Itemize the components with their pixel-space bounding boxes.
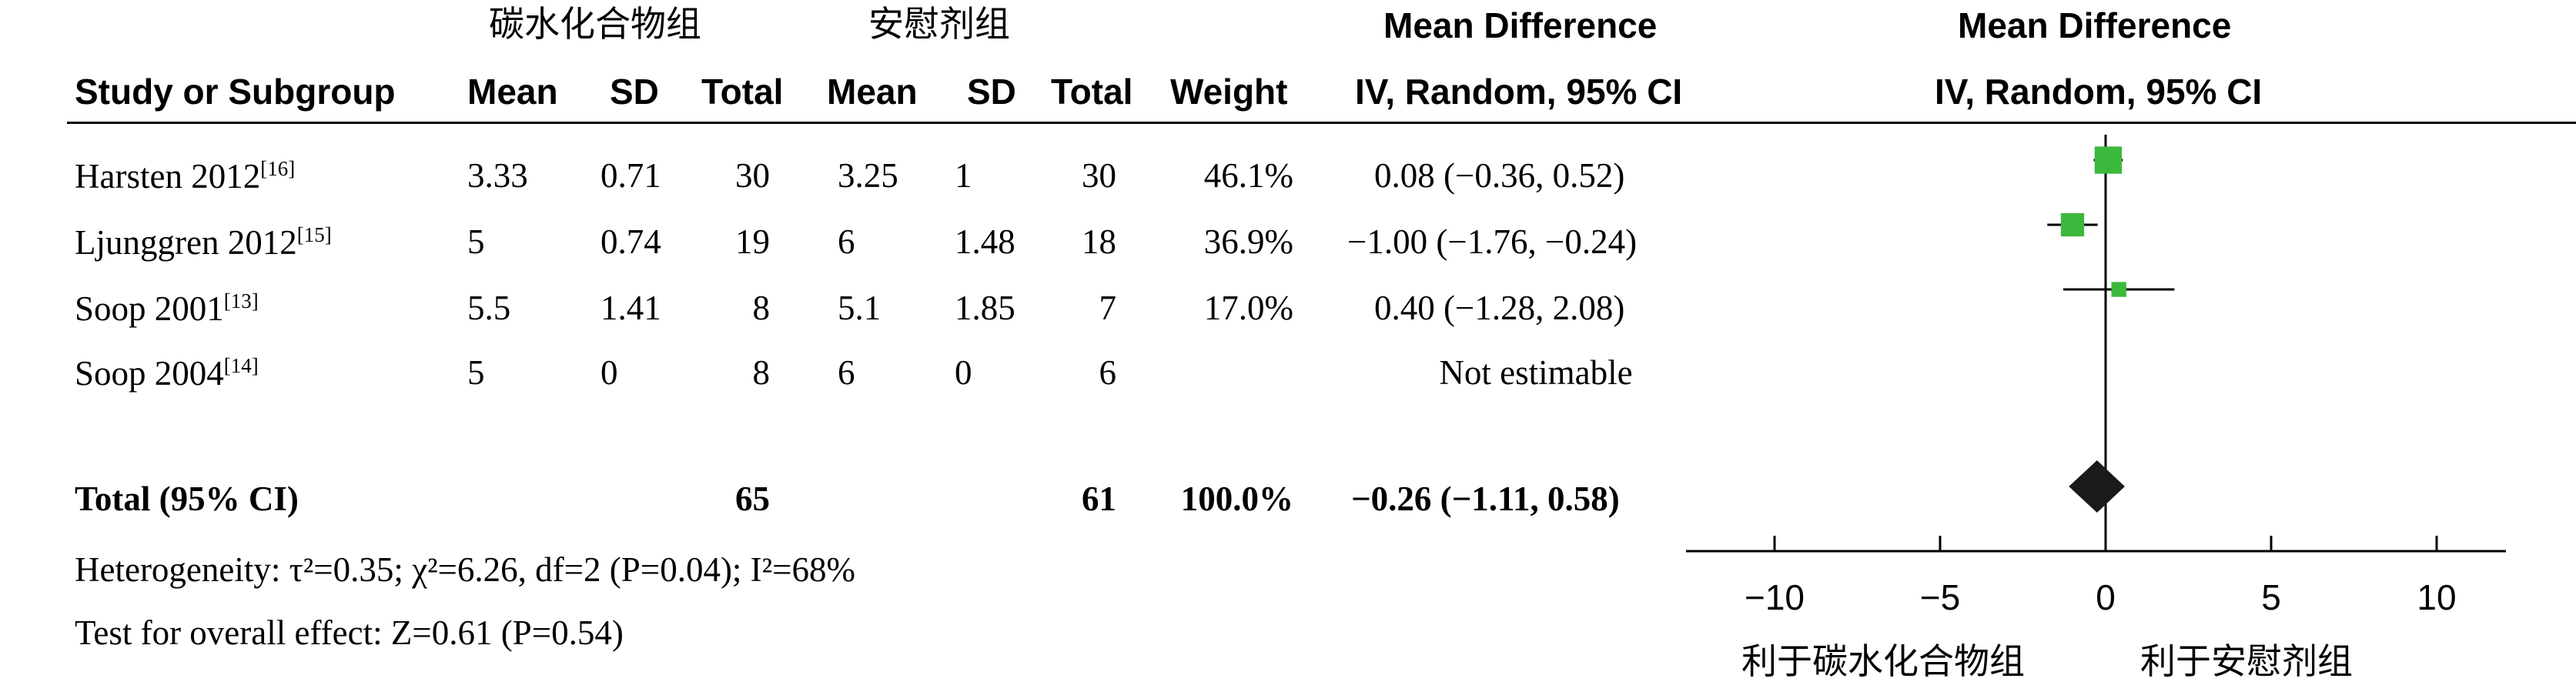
x-tick-label: 0: [2096, 577, 2116, 617]
study-marker: [2094, 146, 2123, 174]
sd2-value: 1.85: [955, 289, 1015, 327]
weight-column-header: Weight: [1170, 72, 1288, 112]
ci-value: 0.08 (−0.36, 0.52): [1374, 156, 1625, 195]
weight-value: 36.9%: [1203, 222, 1293, 261]
mean2-value: 3.25: [838, 156, 898, 195]
sd2-value: 1.48: [955, 222, 1015, 261]
mean1-column-header: Mean: [467, 72, 558, 112]
overall-effect-text: Test for overall effect: Z=0.61 (P=0.54): [75, 613, 624, 652]
total1-sum: 65: [735, 480, 770, 518]
x-tick-label: 10: [2417, 577, 2456, 617]
total-label: Total (95% CI): [75, 480, 299, 518]
study-reference: [14]: [223, 354, 259, 377]
study-reference: [15]: [296, 223, 332, 246]
weight-value: 17.0%: [1203, 289, 1293, 327]
x-tick-label: −5: [1920, 577, 1960, 617]
total1-column-header: Total: [701, 72, 784, 112]
sd2-column-header: SD: [967, 72, 1016, 112]
mean2-column-header: Mean: [827, 72, 918, 112]
total2-sum: 61: [1082, 480, 1116, 518]
total2-column-header: Total: [1051, 72, 1133, 112]
mean2-value: 6: [838, 222, 855, 261]
favor-right-label: 利于安慰剂组: [2140, 640, 2353, 682]
total-ci: −0.26 (−1.11, 0.58): [1351, 480, 1620, 518]
total1-value: 19: [735, 222, 770, 261]
mean1-value: 5: [467, 222, 485, 261]
sd1-value: 0.71: [601, 156, 661, 195]
mean1-value: 5: [467, 353, 485, 392]
sd1-value: 0.74: [601, 222, 661, 261]
mean-difference-header: Mean Difference: [1383, 5, 1658, 45]
plot-mean-difference-header: Mean Difference: [1958, 5, 2232, 45]
mean1-value: 3.33: [467, 156, 528, 195]
study-name: Harsten 2012[16]: [75, 157, 296, 196]
total1-value: 8: [752, 353, 771, 392]
study-name: Soop 2001[13]: [75, 289, 259, 328]
heterogeneity-text: Heterogeneity: τ²=0.35; χ²=6.26, df=2 (P…: [75, 550, 856, 589]
sd2-value: 0: [955, 353, 972, 392]
study-name: Ljunggren 2012[15]: [75, 223, 332, 262]
ci-value: 0.40 (−1.28, 2.08): [1374, 289, 1625, 327]
total2-value: 6: [1099, 353, 1117, 392]
sd1-value: 0: [601, 353, 618, 392]
total1-value: 8: [752, 289, 771, 327]
mean2-value: 5.1: [838, 289, 882, 327]
study-column-header: Study or Subgroup: [75, 72, 396, 112]
sd1-column-header: SD: [610, 72, 659, 112]
ci-value: Not estimable: [1439, 353, 1633, 392]
sd1-value: 1.41: [601, 289, 661, 327]
total2-value: 7: [1099, 289, 1117, 327]
ci-value: −1.00 (−1.76, −0.24): [1347, 222, 1638, 261]
pooled-diamond: [2069, 460, 2125, 513]
study-marker: [2111, 282, 2126, 297]
total2-value: 30: [1082, 156, 1116, 195]
weight-value: 46.1%: [1203, 156, 1293, 195]
mean1-value: 5.5: [467, 289, 511, 327]
total2-value: 18: [1082, 222, 1116, 261]
sd2-value: 1: [955, 156, 972, 195]
study-reference: [13]: [223, 289, 259, 313]
total-weight: 100.0%: [1180, 480, 1293, 518]
group2-header: 安慰剂组: [868, 3, 1010, 45]
plot-ci-header: IV, Random, 95% CI: [1935, 72, 2263, 112]
favor-left-label: 利于碳水化合物组: [1741, 640, 2025, 682]
study-reference: [16]: [260, 157, 296, 180]
x-tick-label: −10: [1745, 577, 1805, 617]
total1-value: 30: [735, 156, 770, 195]
study-name: Soop 2004[14]: [75, 354, 259, 393]
header-rule: [67, 122, 2576, 124]
mean2-value: 6: [838, 353, 855, 392]
ci-column-header: IV, Random, 95% CI: [1355, 72, 1683, 112]
study-marker: [2060, 212, 2085, 237]
x-tick-label: 5: [2261, 577, 2281, 617]
group1-header: 碳水化合物组: [489, 3, 701, 45]
